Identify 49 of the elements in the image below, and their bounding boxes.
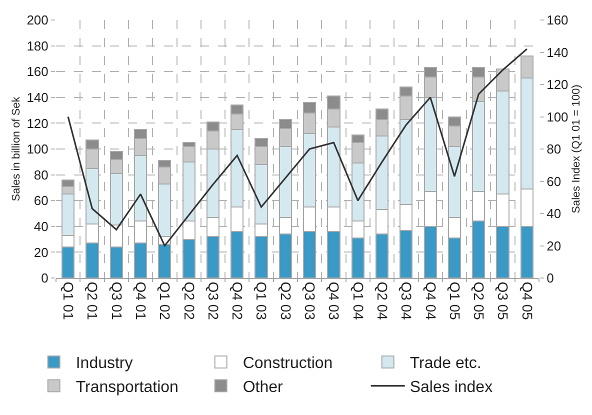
y2-tick-label: 140 — [546, 44, 568, 60]
x-tick-label: Q1 02 — [157, 282, 174, 320]
y-tick-label: 200 — [26, 12, 48, 28]
y-tick-label: 80 — [34, 167, 48, 182]
x-tick-label: Q1 03 — [254, 282, 270, 320]
y2-tick-label: 60 — [546, 174, 562, 189]
y-tick-label: 60 — [34, 193, 48, 208]
y2-tick-label: 100 — [546, 109, 568, 124]
y-tick-label: 0 — [41, 270, 48, 286]
y2-tick-label: 160 — [546, 12, 568, 28]
x-tick-label: Q2 05 — [471, 282, 488, 320]
y2-tick-label: 0 — [546, 270, 554, 286]
line-series — [67, 48, 528, 247]
y-tick-label: 120 — [26, 116, 48, 131]
y2-tick-label: 40 — [546, 206, 562, 222]
x-tick-label: Q2 04 — [374, 282, 390, 320]
legend-label: Trade etc. — [410, 355, 482, 372]
y-tick-label: 100 — [26, 142, 48, 157]
x-tick-label: Q4 03 — [326, 282, 342, 320]
x-tick-label: Q4 04 — [422, 282, 439, 320]
x-tick-label: Q3 03 — [302, 282, 318, 320]
y-tick-label: 20 — [34, 244, 48, 260]
x-tick-label: Q3 02 — [205, 282, 222, 320]
legend-label: Construction — [242, 355, 333, 372]
x-tick-label: Q3 01 — [108, 282, 125, 320]
legend-label: Transportation — [76, 379, 178, 396]
y2-tick-label: 120 — [546, 77, 568, 92]
x-tick-label: Q2 03 — [278, 282, 294, 320]
x-tick-label: Q3 04 — [398, 282, 415, 320]
x-tick-label: Q1 04 — [350, 282, 366, 320]
x-tick-label: Q2 02 — [181, 282, 198, 320]
x-tick-label: Q1 01 — [60, 282, 77, 320]
x-tick-label: Q1 05 — [446, 282, 463, 320]
y2-axis-title: Sales Index (Q1 01 = 100) — [570, 84, 583, 214]
y-tick-label: 40 — [34, 218, 48, 234]
y2-tick-label: 80 — [546, 142, 562, 157]
y-tick-label: 160 — [26, 64, 48, 80]
y2-tick-label: 20 — [546, 238, 562, 254]
x-tick-label: Q4 05 — [519, 282, 536, 320]
x-tick-label: Q4 02 — [230, 282, 246, 320]
y-tick-label: 140 — [26, 90, 48, 105]
y-tick-label: 180 — [26, 38, 48, 54]
legend-label: Other — [242, 379, 284, 396]
legend-label: Industry — [76, 355, 133, 372]
x-tick-label: Q2 01 — [84, 282, 101, 320]
y-axis-title: Sales in billion of Sek — [10, 96, 22, 202]
x-tick-label: Q4 01 — [132, 282, 149, 320]
x-tick-label: Q3 05 — [495, 282, 512, 320]
legend-label: Sales index — [410, 379, 493, 396]
